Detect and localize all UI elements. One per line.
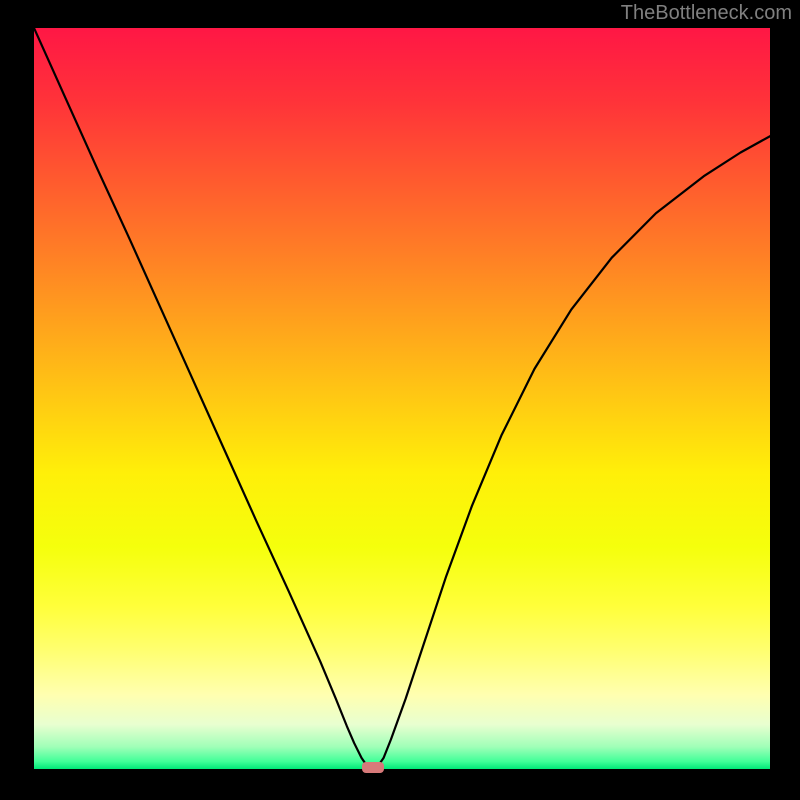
- optimal-point-marker: [362, 762, 384, 772]
- watermark-text: TheBottleneck.com: [621, 2, 792, 25]
- bottleneck-curve: [34, 28, 770, 769]
- plot-area: [34, 28, 770, 769]
